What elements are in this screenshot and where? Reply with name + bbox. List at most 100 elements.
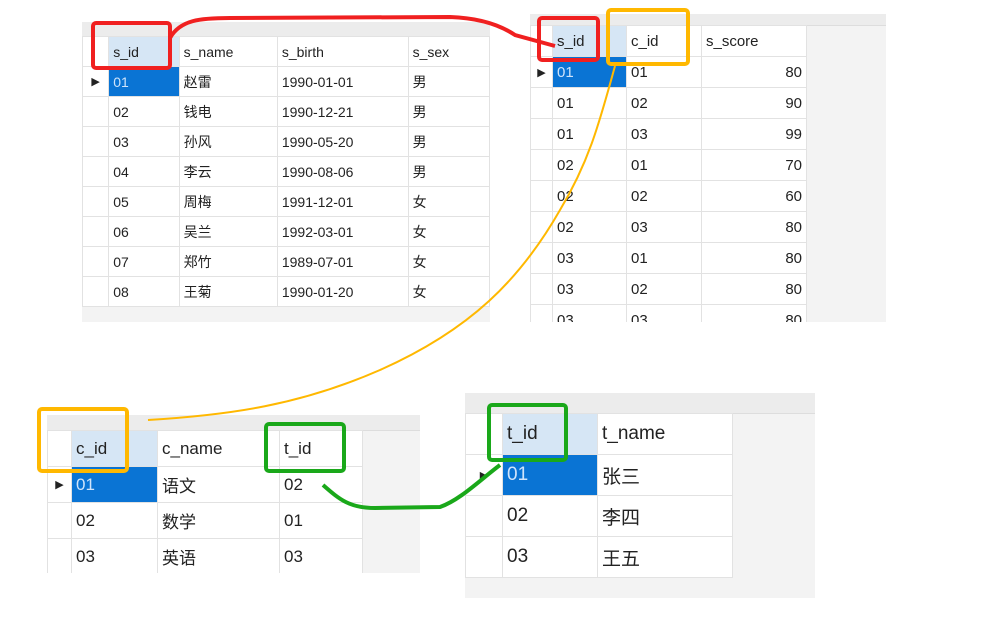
cell-s_score[interactable]: 99 bbox=[701, 118, 807, 150]
table-row[interactable]: ▶ 01 语文 02 bbox=[47, 466, 363, 503]
cell-s_name[interactable]: 吴兰 bbox=[178, 216, 278, 247]
table-row[interactable]: 03 03 80 bbox=[530, 304, 807, 322]
cell-s_sex[interactable]: 男 bbox=[407, 126, 490, 157]
cell-s_id[interactable]: 01 bbox=[108, 66, 180, 97]
table-row[interactable]: 02 李四 bbox=[465, 495, 733, 537]
table-row[interactable]: 07 郑竹 1989-07-01 女 bbox=[82, 246, 490, 277]
column-header-s_birth[interactable]: s_birth bbox=[276, 36, 409, 67]
cell-s_id[interactable]: 02 bbox=[552, 180, 627, 212]
cell-s_sex[interactable]: 女 bbox=[407, 186, 490, 217]
column-header-c_id[interactable]: c_id bbox=[626, 25, 702, 57]
cell-t_id[interactable]: 02 bbox=[502, 495, 598, 537]
cell-t_id[interactable]: 03 bbox=[502, 536, 598, 578]
cell-s_birth[interactable]: 1990-01-01 bbox=[276, 66, 409, 97]
cell-s_score[interactable]: 60 bbox=[701, 180, 807, 212]
cell-s_score[interactable]: 80 bbox=[701, 242, 807, 274]
cell-s_id[interactable]: 02 bbox=[552, 211, 627, 243]
table-row[interactable]: 06 吴兰 1992-03-01 女 bbox=[82, 216, 490, 247]
cell-c_id[interactable]: 02 bbox=[71, 502, 158, 539]
cell-s_id[interactable]: 03 bbox=[552, 304, 627, 322]
table-row[interactable]: 08 王菊 1990-01-20 女 bbox=[82, 276, 490, 307]
table-row[interactable]: ▶ 01 赵雷 1990-01-01 男 bbox=[82, 66, 490, 97]
cell-s_birth[interactable]: 1989-07-01 bbox=[276, 246, 409, 277]
cell-s_birth[interactable]: 1990-05-20 bbox=[276, 126, 409, 157]
cell-s_birth[interactable]: 1990-08-06 bbox=[276, 156, 409, 187]
cell-c_id[interactable]: 03 bbox=[626, 211, 702, 243]
cell-s_id[interactable]: 01 bbox=[552, 56, 627, 88]
table-row[interactable]: 03 02 80 bbox=[530, 273, 807, 305]
column-header-t_id[interactable]: t_id bbox=[279, 430, 363, 467]
cell-c_id[interactable]: 02 bbox=[626, 273, 702, 305]
cell-s_birth[interactable]: 1991-12-01 bbox=[276, 186, 409, 217]
table-row[interactable]: 02 01 70 bbox=[530, 149, 807, 181]
column-header-s_id[interactable]: s_id bbox=[552, 25, 627, 57]
cell-s_birth[interactable]: 1990-12-21 bbox=[276, 96, 409, 127]
cell-s_id[interactable]: 04 bbox=[108, 156, 180, 187]
cell-s_id[interactable]: 05 bbox=[108, 186, 180, 217]
table-row[interactable]: 02 02 60 bbox=[530, 180, 807, 212]
cell-s_birth[interactable]: 1992-03-01 bbox=[276, 216, 409, 247]
cell-s_id[interactable]: 08 bbox=[108, 276, 180, 307]
cell-s_sex[interactable]: 男 bbox=[407, 156, 490, 187]
cell-s_id[interactable]: 07 bbox=[108, 246, 180, 277]
table-row[interactable]: 04 李云 1990-08-06 男 bbox=[82, 156, 490, 187]
cell-s_name[interactable]: 李云 bbox=[178, 156, 278, 187]
table-row[interactable]: 02 03 80 bbox=[530, 211, 807, 243]
cell-s_name[interactable]: 孙风 bbox=[178, 126, 278, 157]
cell-s_sex[interactable]: 女 bbox=[407, 216, 490, 247]
cell-t_name[interactable]: 王五 bbox=[597, 536, 733, 578]
column-header-s_name[interactable]: s_name bbox=[178, 36, 278, 67]
cell-s_id[interactable]: 03 bbox=[552, 273, 627, 305]
column-header-t_name[interactable]: t_name bbox=[597, 413, 733, 455]
column-header-c_name[interactable]: c_name bbox=[157, 430, 280, 467]
table-row[interactable]: 05 周梅 1991-12-01 女 bbox=[82, 186, 490, 217]
cell-c_id[interactable]: 01 bbox=[626, 56, 702, 88]
cell-c_name[interactable]: 英语 bbox=[157, 538, 280, 573]
cell-s_id[interactable]: 01 bbox=[552, 118, 627, 150]
cell-s_id[interactable]: 06 bbox=[108, 216, 180, 247]
cell-t_id[interactable]: 03 bbox=[279, 538, 363, 573]
table-row[interactable]: ▶ 01 01 80 bbox=[530, 56, 807, 88]
cell-s_score[interactable]: 90 bbox=[701, 87, 807, 119]
cell-c_id[interactable]: 01 bbox=[626, 149, 702, 181]
cell-s_score[interactable]: 70 bbox=[701, 149, 807, 181]
cell-s_sex[interactable]: 女 bbox=[407, 276, 490, 307]
table-row[interactable]: 02 钱电 1990-12-21 男 bbox=[82, 96, 490, 127]
cell-c_id[interactable]: 03 bbox=[71, 538, 158, 573]
cell-t_id[interactable]: 01 bbox=[279, 502, 363, 539]
cell-c_id[interactable]: 01 bbox=[71, 466, 158, 503]
cell-s_id[interactable]: 03 bbox=[552, 242, 627, 274]
table-row[interactable]: 03 英语 03 bbox=[47, 538, 363, 573]
table-row[interactable]: 03 王五 bbox=[465, 536, 733, 578]
table-row[interactable]: ▶ 01 张三 bbox=[465, 454, 733, 496]
table-row[interactable]: 01 03 99 bbox=[530, 118, 807, 150]
cell-t_id[interactable]: 01 bbox=[502, 454, 598, 496]
cell-c_name[interactable]: 语文 bbox=[157, 466, 280, 503]
cell-s_sex[interactable]: 男 bbox=[407, 96, 490, 127]
column-header-s_sex[interactable]: s_sex bbox=[407, 36, 490, 67]
cell-s_sex[interactable]: 男 bbox=[407, 66, 490, 97]
cell-s_sex[interactable]: 女 bbox=[407, 246, 490, 277]
cell-c_name[interactable]: 数学 bbox=[157, 502, 280, 539]
cell-c_id[interactable]: 01 bbox=[626, 242, 702, 274]
cell-s_id[interactable]: 03 bbox=[108, 126, 180, 157]
cell-s_name[interactable]: 王菊 bbox=[178, 276, 278, 307]
cell-s_score[interactable]: 80 bbox=[701, 211, 807, 243]
column-header-c_id[interactable]: c_id bbox=[71, 430, 158, 467]
column-header-s_id[interactable]: s_id bbox=[108, 36, 180, 67]
cell-c_id[interactable]: 03 bbox=[626, 304, 702, 322]
cell-s_name[interactable]: 钱电 bbox=[178, 96, 278, 127]
cell-c_id[interactable]: 02 bbox=[626, 180, 702, 212]
cell-t_id[interactable]: 02 bbox=[279, 466, 363, 503]
cell-c_id[interactable]: 03 bbox=[626, 118, 702, 150]
table-row[interactable]: 03 孙风 1990-05-20 男 bbox=[82, 126, 490, 157]
cell-s_score[interactable]: 80 bbox=[701, 304, 807, 322]
column-header-t_id[interactable]: t_id bbox=[502, 413, 598, 455]
cell-s_id[interactable]: 02 bbox=[108, 96, 180, 127]
cell-s_name[interactable]: 赵雷 bbox=[178, 66, 278, 97]
cell-s_id[interactable]: 01 bbox=[552, 87, 627, 119]
cell-s_name[interactable]: 郑竹 bbox=[178, 246, 278, 277]
cell-t_name[interactable]: 李四 bbox=[597, 495, 733, 537]
table-row[interactable]: 03 01 80 bbox=[530, 242, 807, 274]
table-row[interactable]: 01 02 90 bbox=[530, 87, 807, 119]
